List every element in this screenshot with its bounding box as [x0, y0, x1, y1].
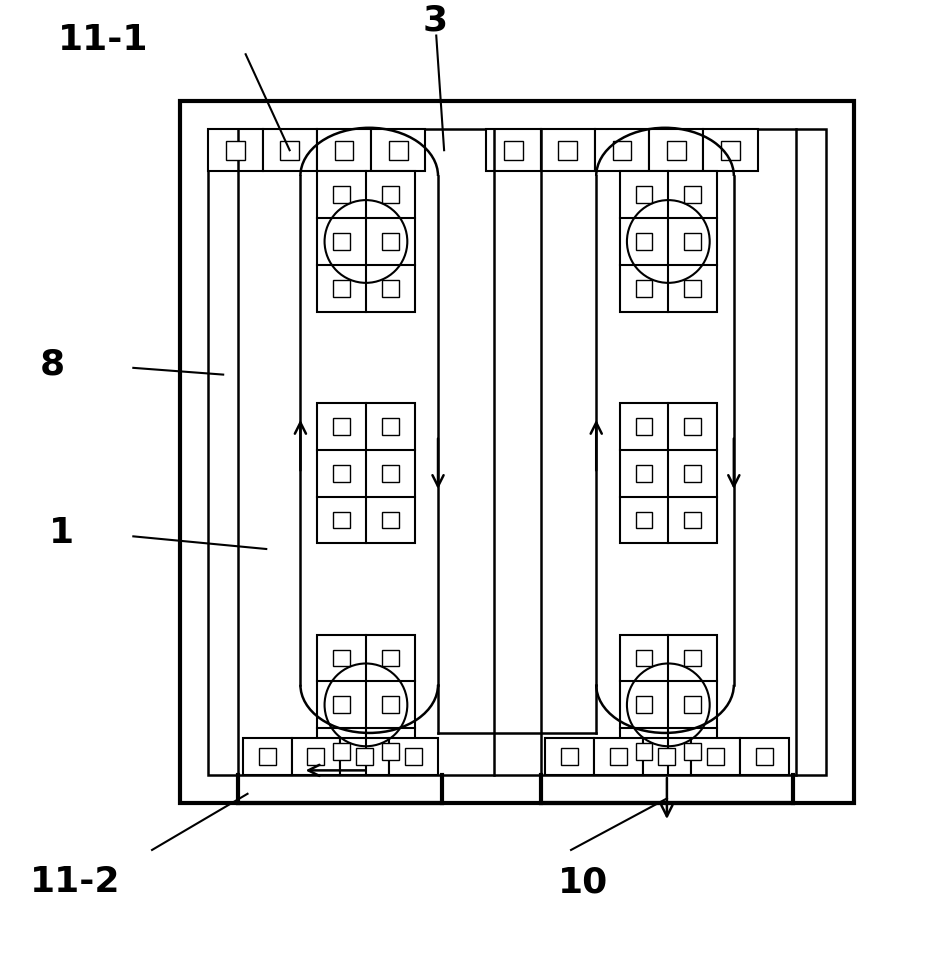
Bar: [405, 748, 422, 764]
Bar: [692, 738, 740, 775]
Bar: [649, 129, 703, 172]
Bar: [636, 697, 653, 713]
Bar: [280, 141, 299, 160]
Bar: [333, 280, 350, 297]
Bar: [243, 738, 292, 775]
Bar: [667, 141, 686, 160]
Bar: [382, 650, 399, 666]
Bar: [316, 129, 371, 172]
Bar: [684, 233, 701, 250]
Bar: [636, 465, 653, 481]
Bar: [226, 141, 245, 160]
Bar: [684, 512, 701, 528]
Bar: [356, 748, 373, 764]
Bar: [740, 738, 788, 775]
Bar: [262, 129, 316, 172]
Bar: [619, 403, 717, 543]
Text: 3: 3: [423, 4, 447, 38]
Bar: [636, 417, 653, 435]
Bar: [333, 233, 350, 250]
Bar: [561, 748, 578, 764]
Bar: [258, 748, 276, 764]
Bar: [333, 743, 350, 760]
Bar: [684, 186, 701, 203]
Bar: [333, 465, 350, 481]
Bar: [504, 141, 523, 160]
Bar: [642, 738, 692, 775]
Bar: [636, 743, 653, 760]
Bar: [382, 186, 399, 203]
Bar: [389, 141, 408, 160]
Bar: [684, 697, 701, 713]
Bar: [559, 141, 577, 160]
Text: 11-2: 11-2: [30, 865, 121, 899]
Bar: [541, 129, 595, 172]
Bar: [382, 280, 399, 297]
Bar: [334, 141, 353, 160]
Bar: [208, 129, 262, 172]
Bar: [317, 172, 414, 312]
Bar: [636, 512, 653, 528]
Bar: [707, 748, 724, 764]
Bar: [684, 280, 701, 297]
Bar: [371, 129, 426, 172]
Bar: [619, 635, 717, 775]
Bar: [684, 650, 701, 666]
Bar: [382, 697, 399, 713]
Bar: [636, 233, 653, 250]
Bar: [658, 748, 675, 764]
Bar: [292, 738, 340, 775]
Bar: [684, 743, 701, 760]
Bar: [684, 417, 701, 435]
Bar: [208, 129, 826, 775]
Bar: [636, 186, 653, 203]
Bar: [613, 141, 632, 160]
Bar: [333, 186, 350, 203]
Text: 8: 8: [40, 348, 65, 382]
Bar: [610, 748, 627, 764]
Bar: [382, 512, 399, 528]
Text: 10: 10: [558, 865, 608, 899]
Bar: [317, 635, 414, 775]
Bar: [595, 129, 649, 172]
Bar: [333, 417, 350, 435]
Bar: [308, 748, 324, 764]
Bar: [180, 101, 854, 804]
Bar: [389, 738, 438, 775]
Bar: [619, 172, 717, 312]
Bar: [594, 738, 642, 775]
Bar: [382, 465, 399, 481]
Bar: [333, 512, 350, 528]
Bar: [636, 280, 653, 297]
Bar: [382, 743, 399, 760]
Bar: [545, 738, 594, 775]
Bar: [721, 141, 740, 160]
Bar: [382, 233, 399, 250]
Text: 11-1: 11-1: [59, 23, 149, 57]
Bar: [684, 465, 701, 481]
Bar: [340, 738, 389, 775]
Bar: [636, 650, 653, 666]
Bar: [317, 403, 414, 543]
Bar: [486, 129, 541, 172]
Bar: [333, 650, 350, 666]
Text: 1: 1: [49, 516, 74, 551]
Bar: [756, 748, 772, 764]
Bar: [703, 129, 758, 172]
Bar: [333, 697, 350, 713]
Bar: [382, 417, 399, 435]
